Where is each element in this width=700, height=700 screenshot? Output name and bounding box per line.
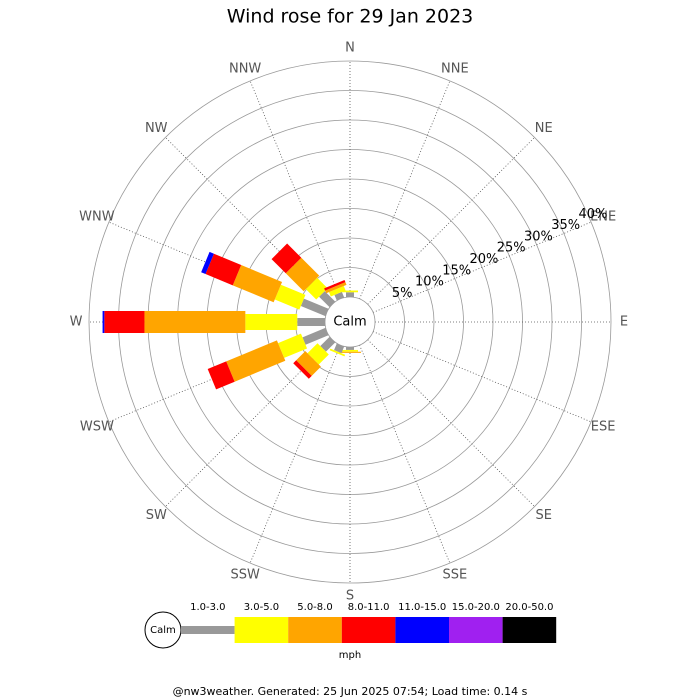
legend-label: 8.0-11.0 xyxy=(348,602,390,613)
direction-label: W xyxy=(70,315,83,330)
bar-segment xyxy=(104,311,145,333)
direction-label: SSW xyxy=(230,568,260,583)
direction-label: SSE xyxy=(442,568,467,583)
bar-segment xyxy=(342,349,358,352)
r-tick-label: 15% xyxy=(442,263,471,278)
legend-swatch xyxy=(234,617,289,643)
legend-label: 15.0-20.0 xyxy=(452,602,500,613)
spoke xyxy=(367,137,535,305)
direction-label: NE xyxy=(535,121,553,136)
legend-calm-label: Calm xyxy=(150,625,176,636)
legend-swatch xyxy=(395,617,449,643)
spoke xyxy=(359,344,451,564)
legend-swatch xyxy=(502,617,557,643)
direction-label: E xyxy=(620,315,628,330)
legend-label: 11.0-15.0 xyxy=(398,602,446,613)
bar-segment xyxy=(328,286,346,297)
r-tick-label: 20% xyxy=(470,252,499,267)
bar-segment xyxy=(201,251,214,275)
direction-label: WSW xyxy=(80,419,114,434)
bar-segment xyxy=(324,279,346,291)
spoke xyxy=(359,80,451,300)
direction-label: WNW xyxy=(79,210,115,225)
bar-segment xyxy=(285,257,320,292)
direction-label: N xyxy=(345,41,355,56)
spoke xyxy=(249,80,341,300)
bar-segment xyxy=(207,361,235,390)
spoke xyxy=(372,331,592,423)
bar-segment xyxy=(274,284,306,310)
bar-segment xyxy=(205,253,242,286)
bar-segment xyxy=(144,311,246,333)
direction-label: S xyxy=(346,589,354,604)
r-tick-label: 30% xyxy=(524,229,553,244)
direction-label: ENE xyxy=(590,210,616,225)
bar-segment xyxy=(271,243,302,274)
chart-title: Wind rose for 29 Jan 2023 xyxy=(227,6,474,28)
direction-label: SE xyxy=(536,508,552,523)
direction-label: NNE xyxy=(441,61,469,76)
bar-segment xyxy=(226,340,286,382)
legend-swatch xyxy=(288,617,342,643)
r-tick-label: 10% xyxy=(415,275,444,290)
spoke xyxy=(367,339,535,507)
legend-swatch xyxy=(181,626,235,634)
ring xyxy=(88,60,612,584)
calm-label: Calm xyxy=(333,315,366,330)
bar-segment xyxy=(296,351,321,376)
legend-label: 1.0-3.0 xyxy=(190,602,225,613)
bar-segment xyxy=(346,347,354,350)
direction-label: NW xyxy=(145,121,168,136)
bar-segment xyxy=(293,360,312,379)
bar-segment xyxy=(307,343,329,365)
unit-label: mph xyxy=(339,650,361,661)
r-tick-label: 35% xyxy=(551,218,580,233)
direction-label: NNW xyxy=(229,61,261,76)
bar-segment xyxy=(302,327,329,345)
bar-segment xyxy=(320,336,336,352)
bar-segment xyxy=(232,265,283,303)
legend-swatch xyxy=(341,617,396,643)
bar-segment xyxy=(325,282,347,294)
bar-segment xyxy=(342,290,358,293)
direction-label: ESE xyxy=(591,419,616,434)
r-tick-label: 25% xyxy=(497,241,526,256)
direction-label: SW xyxy=(146,508,167,523)
bar-segment xyxy=(305,277,328,300)
legend-label: 5.0-8.0 xyxy=(297,602,332,613)
bar-segment xyxy=(245,314,298,330)
r-tick-label: 5% xyxy=(392,286,413,301)
footer: @nw3weather. Generated: 25 Jun 2025 07:5… xyxy=(173,685,528,698)
bar-segment xyxy=(346,292,354,297)
legend-label: 3.0-5.0 xyxy=(244,602,279,613)
legend-swatch xyxy=(449,617,503,643)
bar-segment xyxy=(319,291,336,308)
spoke xyxy=(249,344,341,564)
bar-segment xyxy=(102,311,105,333)
bar-segment xyxy=(339,351,361,353)
bar-segment xyxy=(329,348,346,357)
bar-segment xyxy=(297,318,325,326)
calm-circle xyxy=(324,296,376,348)
legend-label: 20.0-50.0 xyxy=(505,602,553,613)
r-tick-label: 40% xyxy=(579,207,608,222)
bar-segment xyxy=(278,333,308,358)
bar-segment xyxy=(300,298,329,317)
spoke xyxy=(372,221,592,313)
